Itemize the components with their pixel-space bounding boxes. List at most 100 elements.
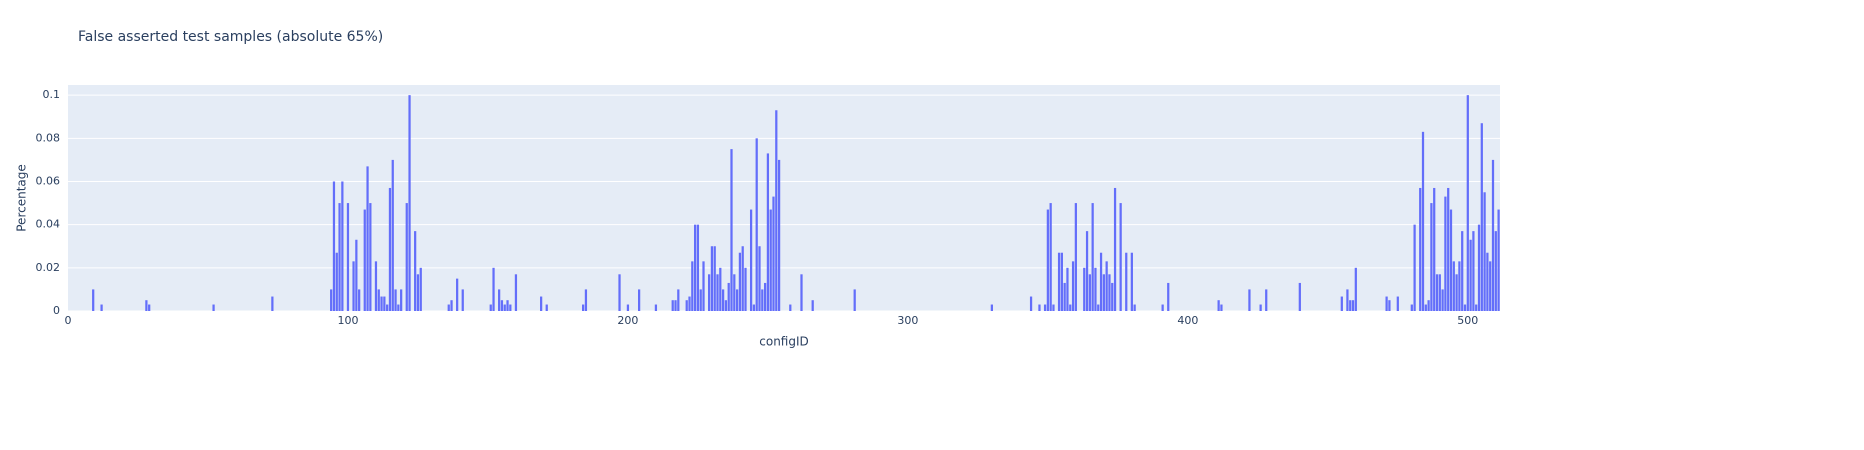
bar <box>540 296 543 311</box>
bar <box>727 282 730 311</box>
bar <box>719 267 722 311</box>
bar <box>489 304 492 311</box>
bar <box>1419 187 1422 311</box>
x-tick-label: 100 <box>337 314 358 327</box>
bar <box>1049 203 1052 311</box>
bar <box>1497 209 1500 311</box>
bar <box>702 261 705 311</box>
bar <box>777 159 781 311</box>
bar <box>584 289 588 311</box>
bar <box>374 261 378 311</box>
bar <box>1052 304 1055 311</box>
bar <box>800 274 803 311</box>
bar <box>772 196 775 311</box>
bar <box>341 181 344 311</box>
bar <box>738 252 742 311</box>
bar <box>1410 304 1413 311</box>
bar <box>352 261 355 311</box>
bar <box>1060 252 1063 311</box>
bar <box>1085 231 1089 311</box>
bar <box>1248 289 1251 311</box>
bar <box>1486 252 1489 311</box>
bar <box>363 209 366 311</box>
bar <box>1102 274 1105 311</box>
bar <box>391 159 394 311</box>
bar <box>1461 231 1464 311</box>
bar <box>461 289 464 311</box>
x-axis-label: configID <box>759 335 809 349</box>
bar <box>721 289 725 311</box>
bar <box>1113 187 1117 311</box>
bar <box>713 246 716 311</box>
bar <box>1435 274 1439 311</box>
bar <box>383 296 386 311</box>
bar <box>733 274 736 311</box>
bar <box>1069 304 1072 311</box>
bar <box>691 261 694 311</box>
bar <box>1449 209 1453 311</box>
x-tick-label: 400 <box>1177 314 1198 327</box>
bar <box>741 246 744 311</box>
bar <box>1057 252 1061 311</box>
y-tick-label: 0.1 <box>43 88 61 101</box>
bar <box>761 289 764 311</box>
bar <box>1259 304 1262 311</box>
bar <box>346 203 350 311</box>
bar <box>1489 261 1492 311</box>
bar <box>1091 203 1094 311</box>
bar <box>1463 304 1467 311</box>
x-tick-label: 0 <box>65 314 72 327</box>
bar <box>1066 267 1069 311</box>
bar <box>380 296 383 311</box>
bar <box>1217 300 1220 311</box>
bar <box>1074 203 1077 311</box>
bar <box>730 149 733 311</box>
bar <box>271 296 274 311</box>
bar <box>654 304 658 311</box>
bar <box>506 300 509 311</box>
bar <box>1346 289 1349 311</box>
bar <box>355 239 358 311</box>
bar <box>688 296 691 311</box>
bar <box>724 300 728 311</box>
bar <box>763 282 767 311</box>
bar <box>145 300 148 311</box>
y-tick-label: 0.02 <box>36 261 61 274</box>
bar <box>755 138 758 311</box>
bar <box>1125 252 1128 311</box>
bar <box>1111 282 1114 311</box>
bar <box>1097 304 1100 311</box>
bar <box>1477 224 1481 311</box>
bar <box>369 203 372 311</box>
bar <box>769 209 772 311</box>
bar <box>386 304 389 311</box>
y-tick-label: 0.06 <box>36 174 61 187</box>
bar <box>408 95 411 312</box>
bar <box>1043 304 1047 311</box>
bar <box>693 224 697 311</box>
bar <box>1388 300 1391 311</box>
bar <box>1483 192 1486 311</box>
bar <box>775 110 778 312</box>
y-tick-label: 0.04 <box>36 218 61 231</box>
y-tick-label: 0 <box>53 304 60 317</box>
bar <box>400 289 403 311</box>
bar <box>503 304 506 311</box>
bar <box>1340 296 1343 311</box>
bar <box>626 304 630 311</box>
bar <box>1119 203 1122 311</box>
bar <box>716 274 719 311</box>
x-tick-label: 300 <box>897 314 918 327</box>
bar <box>707 274 711 311</box>
bar <box>674 300 677 311</box>
bar <box>1105 261 1108 311</box>
bar <box>618 274 621 311</box>
bar <box>492 267 495 311</box>
bar <box>1088 274 1091 311</box>
bar <box>338 203 341 311</box>
bar <box>1396 296 1399 311</box>
bar <box>1099 252 1103 311</box>
bar <box>1298 282 1301 311</box>
bar <box>789 304 792 311</box>
